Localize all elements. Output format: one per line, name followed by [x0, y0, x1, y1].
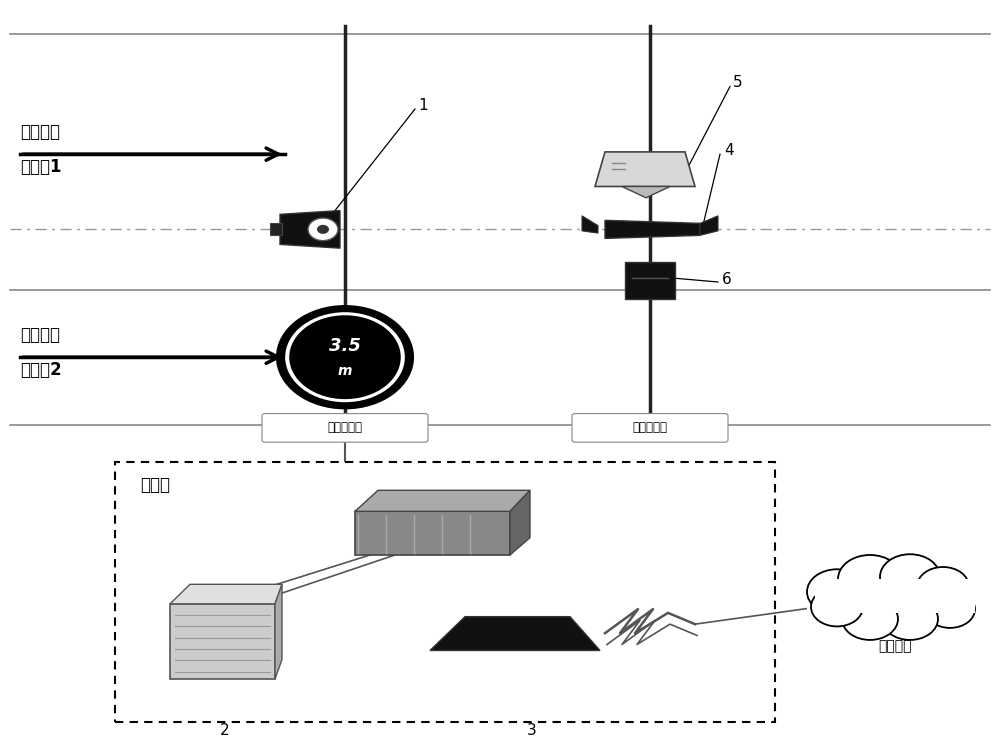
Polygon shape: [582, 216, 598, 233]
Circle shape: [289, 315, 401, 399]
Bar: [807, 589, 985, 619]
Circle shape: [277, 306, 413, 408]
Text: 传输网络: 传输网络: [878, 639, 912, 653]
Polygon shape: [170, 584, 282, 604]
Text: 2: 2: [220, 723, 230, 738]
Text: 抓拍龙门架: 抓拍龙门架: [633, 421, 668, 435]
Circle shape: [917, 567, 969, 606]
Circle shape: [807, 569, 867, 614]
Text: 4: 4: [724, 143, 734, 158]
Polygon shape: [430, 617, 600, 650]
Bar: [170, 604, 275, 679]
Text: 测高龙门架: 测高龙门架: [328, 421, 362, 435]
Circle shape: [811, 587, 863, 626]
FancyBboxPatch shape: [625, 262, 675, 299]
Circle shape: [880, 554, 940, 599]
FancyBboxPatch shape: [572, 414, 728, 442]
Text: 快速路入: 快速路入: [20, 123, 60, 141]
Circle shape: [925, 590, 975, 628]
Bar: [815, 579, 975, 613]
FancyBboxPatch shape: [355, 511, 510, 555]
Text: 控制箱: 控制箱: [140, 476, 170, 494]
Polygon shape: [622, 186, 670, 198]
Polygon shape: [355, 490, 530, 511]
Text: 3: 3: [527, 723, 537, 738]
Bar: [270, 223, 282, 235]
Polygon shape: [605, 220, 700, 238]
Circle shape: [285, 312, 405, 402]
Text: m: m: [338, 364, 352, 378]
Circle shape: [842, 598, 898, 640]
Text: 1: 1: [418, 98, 428, 113]
Text: 3.5: 3.5: [329, 337, 361, 355]
Text: 快速路入: 快速路入: [20, 326, 60, 344]
Circle shape: [838, 555, 902, 603]
Text: 6: 6: [722, 272, 732, 287]
Polygon shape: [595, 152, 695, 186]
Circle shape: [317, 225, 329, 234]
Polygon shape: [700, 216, 718, 235]
Circle shape: [882, 598, 938, 640]
Text: 口匝道2: 口匝道2: [20, 361, 62, 379]
Circle shape: [308, 218, 338, 241]
Polygon shape: [275, 584, 282, 679]
FancyBboxPatch shape: [262, 414, 428, 442]
FancyBboxPatch shape: [115, 462, 775, 722]
Polygon shape: [510, 490, 530, 555]
Text: 5: 5: [733, 75, 743, 90]
Text: 口匝道1: 口匝道1: [20, 158, 62, 176]
Polygon shape: [280, 211, 340, 248]
